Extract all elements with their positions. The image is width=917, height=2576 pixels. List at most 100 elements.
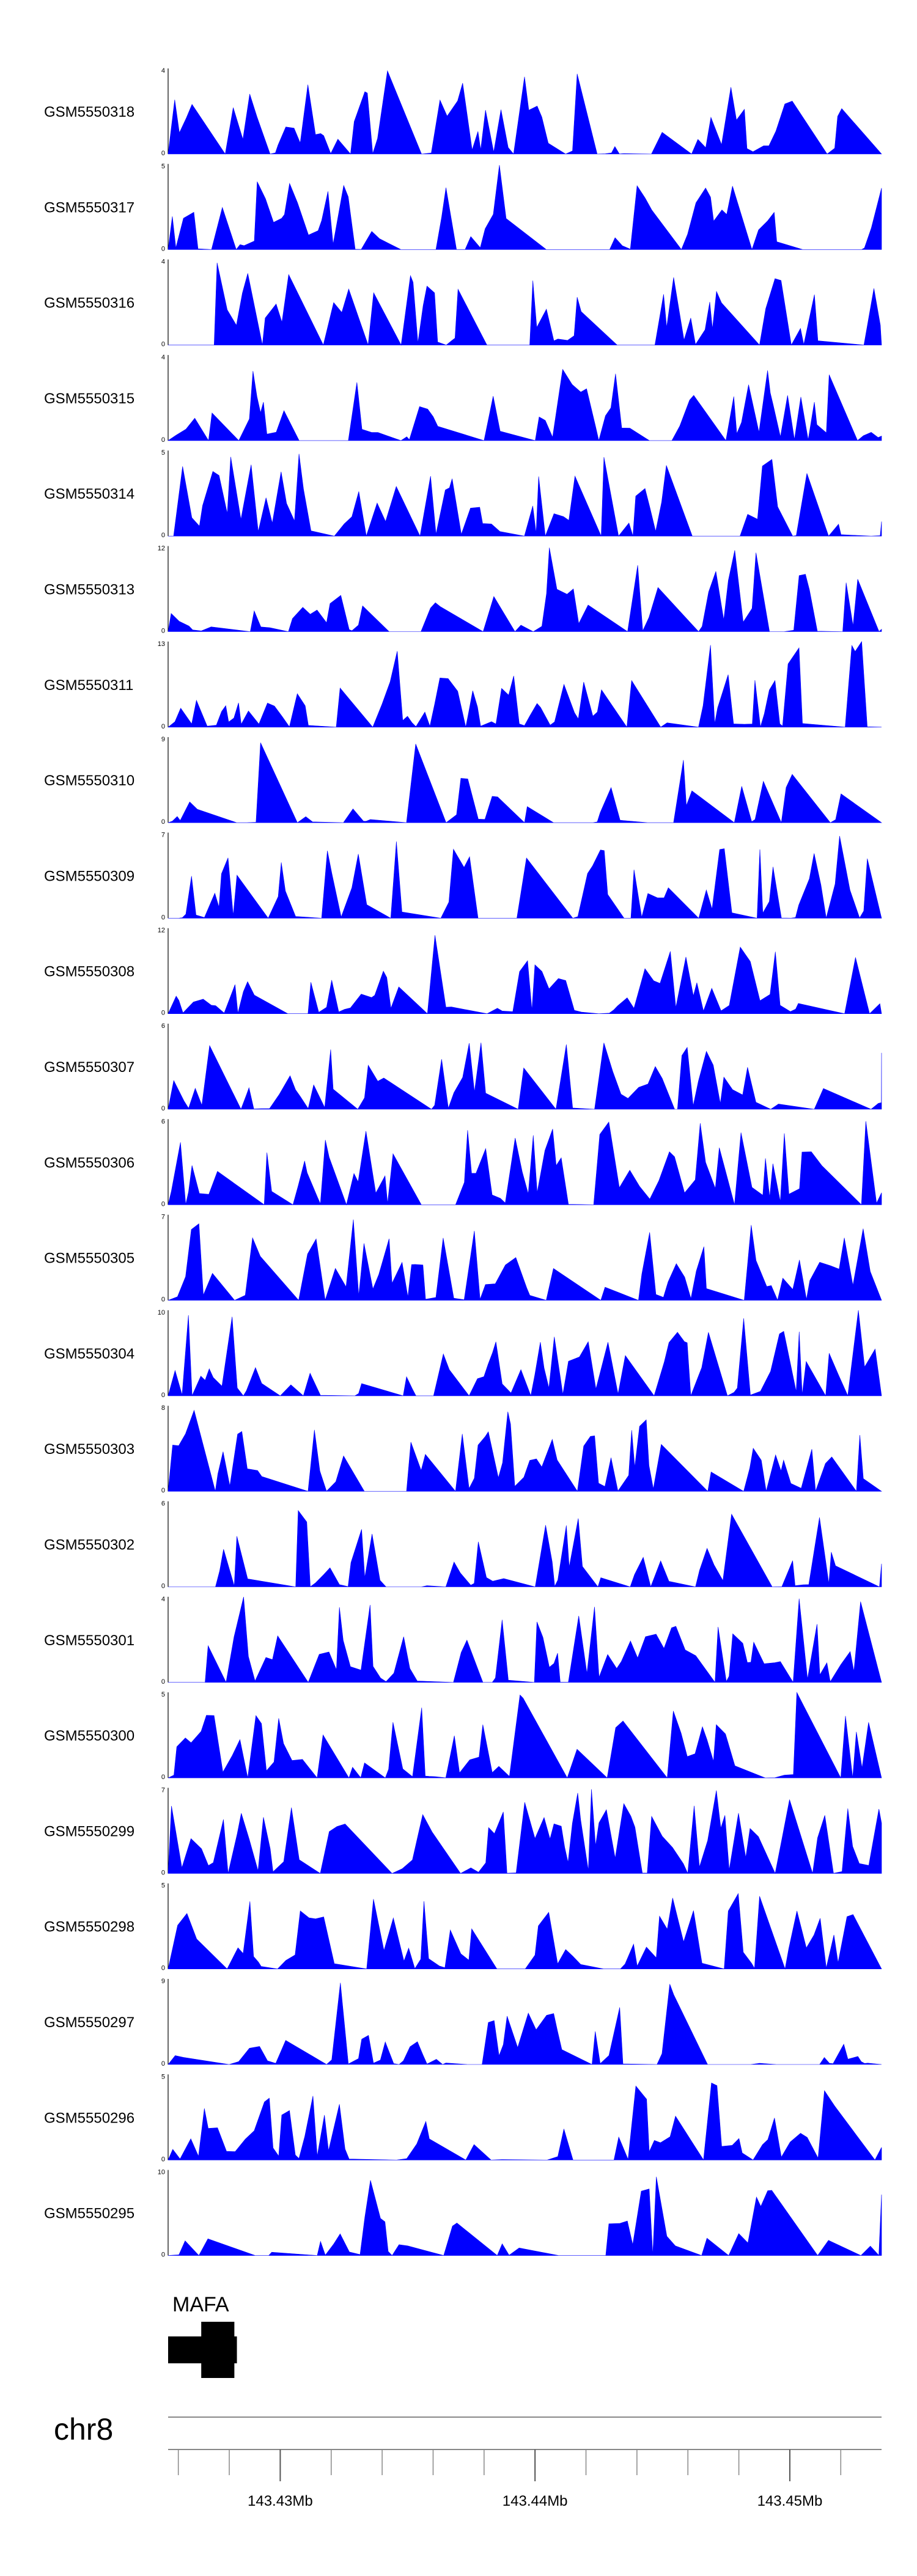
track-ymax-label: 7 bbox=[161, 1786, 165, 1794]
track-label: GSM5550299 bbox=[44, 1823, 134, 1840]
track-ymin-label: 0 bbox=[161, 150, 165, 157]
coverage-area bbox=[168, 2082, 882, 2161]
gene-cds bbox=[201, 2322, 235, 2378]
track-label: GSM5550309 bbox=[44, 868, 134, 884]
track-label: GSM5550295 bbox=[44, 2206, 134, 2222]
track-label: GSM5550310 bbox=[44, 772, 134, 789]
track-ymin-label: 0 bbox=[161, 1678, 165, 1686]
track-ymax-label: 10 bbox=[158, 1309, 165, 1316]
coverage-area bbox=[168, 1596, 882, 1683]
track-ymin-label: 0 bbox=[161, 1487, 165, 1494]
coverage-area bbox=[168, 165, 882, 251]
track-ymin-label: 0 bbox=[161, 2060, 165, 2068]
axis-tick-label: 143.45Mb bbox=[757, 2493, 823, 2509]
coverage-area bbox=[168, 640, 882, 728]
track-ymin-label: 0 bbox=[161, 723, 165, 730]
track-GSM5550313: GSM5550313 12 0 bbox=[44, 545, 882, 635]
track-ymax-label: 8 bbox=[161, 1404, 165, 1412]
coverage-area bbox=[168, 935, 882, 1015]
gene-track: MAFA bbox=[168, 2293, 237, 2378]
track-ymin-label: 0 bbox=[161, 1296, 165, 1304]
coverage-area bbox=[168, 1692, 882, 1779]
track-GSM5550310: GSM5550310 9 0 bbox=[44, 736, 882, 826]
track-GSM5550316: GSM5550316 4 0 bbox=[44, 259, 882, 348]
track-GSM5550304: GSM5550304 10 0 bbox=[44, 1309, 882, 1399]
track-ymax-label: 4 bbox=[161, 1596, 165, 1603]
track-GSM5550300: GSM5550300 5 0 bbox=[44, 1691, 882, 1781]
track-GSM5550315: GSM5550315 4 0 bbox=[44, 354, 882, 444]
track-ymin-label: 0 bbox=[161, 628, 165, 635]
gene-label: MAFA bbox=[172, 2293, 229, 2316]
track-label: GSM5550304 bbox=[44, 1346, 134, 1362]
track-ymax-label: 9 bbox=[161, 736, 165, 743]
track-ymax-label: 5 bbox=[161, 2073, 165, 2080]
track-label: GSM5550315 bbox=[44, 391, 134, 407]
track-GSM5550308: GSM5550308 12 0 bbox=[44, 927, 882, 1017]
track-ymin-label: 0 bbox=[161, 1392, 165, 1399]
track-ymax-label: 12 bbox=[158, 927, 165, 934]
coverage-area bbox=[168, 1219, 882, 1301]
track-label: GSM5550317 bbox=[44, 199, 134, 216]
track-ymin-label: 0 bbox=[161, 818, 165, 826]
track-GSM5550307: GSM5550307 6 0 bbox=[44, 1022, 882, 1112]
coverage-area bbox=[168, 262, 882, 346]
track-ymin-label: 0 bbox=[161, 2156, 165, 2163]
track-GSM5550305: GSM5550305 7 0 bbox=[44, 1214, 882, 1304]
track-label: GSM5550318 bbox=[44, 104, 134, 120]
axis-tick-label: 143.44Mb bbox=[503, 2493, 568, 2509]
track-ymax-label: 5 bbox=[161, 449, 165, 457]
track-ymax-label: 5 bbox=[161, 1882, 165, 1890]
track-ymin-label: 0 bbox=[161, 1200, 165, 1208]
coverage-area bbox=[168, 1510, 882, 1588]
track-label: GSM5550297 bbox=[44, 2014, 134, 2031]
track-ymax-label: 5 bbox=[161, 163, 165, 170]
track-label: GSM5550316 bbox=[44, 295, 134, 312]
track-ymax-label: 10 bbox=[158, 2169, 165, 2176]
coverage-area bbox=[168, 2176, 882, 2256]
track-ymax-label: 7 bbox=[161, 1214, 165, 1221]
track-ymax-label: 4 bbox=[161, 354, 165, 361]
track-ymin-label: 0 bbox=[161, 1869, 165, 1876]
coverage-area bbox=[168, 835, 882, 919]
track-ymax-label: 6 bbox=[161, 1118, 165, 1125]
track-GSM5550298: GSM5550298 5 0 bbox=[44, 1882, 882, 1972]
track-ymax-label: 5 bbox=[161, 1691, 165, 1698]
track-GSM5550297: GSM5550297 9 0 bbox=[44, 1978, 882, 2068]
track-ymin-label: 0 bbox=[161, 1105, 165, 1112]
track-ymin-label: 0 bbox=[161, 1583, 165, 1590]
track-label: GSM5550301 bbox=[44, 1632, 134, 1649]
coverage-area bbox=[168, 70, 882, 155]
tracks-layer: GSM555031840GSM555031750GSM555031640GSM5… bbox=[44, 67, 882, 2259]
axis-tick-label: 143.43Mb bbox=[248, 2493, 313, 2509]
track-GSM5550317: GSM5550317 5 0 bbox=[44, 163, 882, 252]
coverage-area bbox=[168, 548, 882, 633]
genome-axis: chr8 143.43Mb 143.44Mb 143.45Mb bbox=[54, 2412, 882, 2509]
track-GSM5550314: GSM5550314 5 0 bbox=[44, 449, 882, 539]
track-label: GSM5550311 bbox=[44, 677, 133, 694]
track-ymax-label: 4 bbox=[161, 67, 165, 75]
track-ymin-label: 0 bbox=[161, 245, 165, 252]
track-label: GSM5550302 bbox=[44, 1537, 134, 1554]
track-label: GSM5550303 bbox=[44, 1441, 134, 1458]
track-GSM5550301: GSM5550301 4 0 bbox=[44, 1596, 882, 1686]
track-label: GSM5550305 bbox=[44, 1250, 134, 1267]
track-ymin-label: 0 bbox=[161, 2251, 165, 2259]
track-GSM5550309: GSM5550309 7 0 bbox=[44, 831, 882, 921]
track-label: GSM5550313 bbox=[44, 582, 134, 598]
track-GSM5550303: GSM5550303 8 0 bbox=[44, 1404, 882, 1494]
track-ymin-label: 0 bbox=[161, 1774, 165, 1781]
coverage-area bbox=[168, 1310, 882, 1396]
coverage-area bbox=[168, 1121, 882, 1206]
coverage-area bbox=[168, 1893, 882, 1970]
track-ymin-label: 0 bbox=[161, 914, 165, 921]
chromosome-label: chr8 bbox=[54, 2412, 113, 2446]
coverage-area bbox=[168, 1789, 882, 1874]
track-ymax-label: 13 bbox=[158, 640, 165, 648]
coverage-area bbox=[168, 1983, 882, 2065]
track-ymin-label: 0 bbox=[161, 341, 165, 348]
track-label: GSM5550306 bbox=[44, 1154, 134, 1171]
track-ymax-label: 6 bbox=[161, 1022, 165, 1030]
track-ymax-label: 4 bbox=[161, 259, 165, 266]
